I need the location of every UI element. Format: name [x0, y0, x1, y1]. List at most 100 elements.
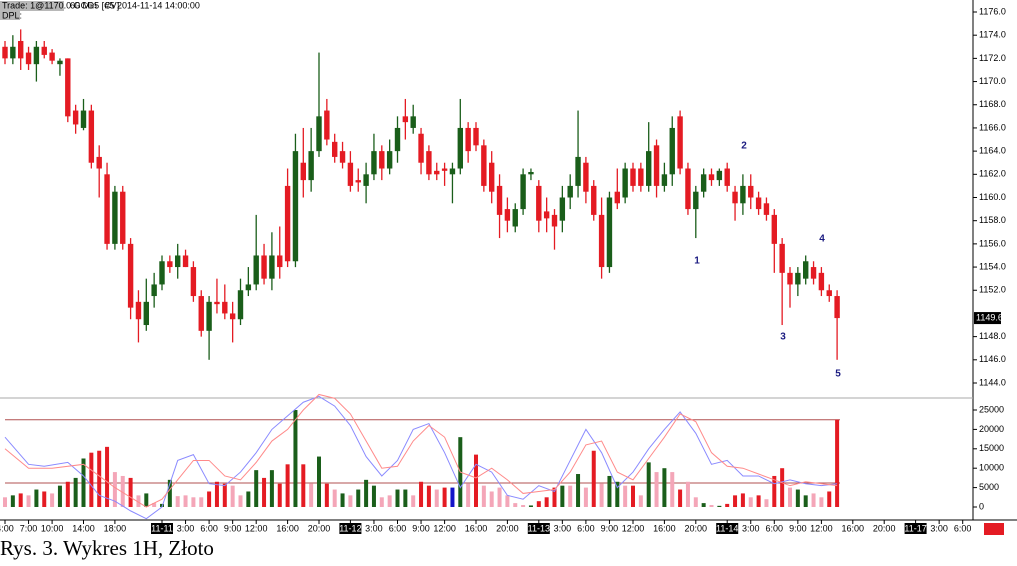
- volume-bar: [309, 483, 314, 507]
- candle-body: [803, 261, 809, 279]
- volume-bar: [528, 505, 533, 507]
- y-tick-label: 1148.0: [979, 331, 1006, 341]
- volume-bar: [631, 485, 635, 507]
- volume-bar: [379, 497, 384, 507]
- volume-bar: [638, 495, 643, 507]
- y-tick-label: 1144.0: [979, 377, 1006, 387]
- candle-body: [363, 174, 369, 186]
- candle-body: [104, 174, 110, 244]
- volume-bar: [442, 487, 447, 507]
- candle-body: [175, 255, 181, 268]
- candle-body: [214, 301, 220, 305]
- candle-body: [159, 261, 165, 285]
- x-tick-label: 6:00: [389, 523, 407, 533]
- candle-body: [65, 58, 71, 117]
- volume-bar: [717, 505, 722, 507]
- candle-body: [371, 151, 377, 175]
- volume-bar: [73, 477, 78, 507]
- candle-body: [33, 46, 40, 65]
- candle-body: [198, 296, 204, 331]
- candle-body: [606, 197, 613, 268]
- candle-body: [481, 145, 487, 186]
- volume-bar: [560, 485, 565, 507]
- last-price-box: [974, 312, 1001, 325]
- x-tick-label: 10:00: [41, 523, 64, 533]
- date-box: [151, 523, 173, 534]
- candle-body: [779, 243, 785, 273]
- candle-body: [465, 127, 471, 152]
- volume-bar: [42, 491, 47, 507]
- x-tick-label: 20:00: [308, 523, 331, 533]
- x-tick-label: 11-14: [716, 523, 738, 533]
- candle-body: [716, 170, 723, 181]
- x-tick-label: 7:00: [20, 523, 38, 533]
- x-tick-label: 3:00: [554, 523, 572, 533]
- y-tick-label: 1152.0: [979, 285, 1006, 295]
- volume-bar: [167, 479, 172, 507]
- candle-body: [763, 203, 770, 215]
- volume-bar: [772, 475, 777, 507]
- x-tick-label: 16:00: [276, 523, 299, 533]
- volume-bar: [835, 419, 840, 507]
- volume-bar: [10, 495, 15, 507]
- volume-bar: [254, 470, 259, 507]
- volume-bar: [57, 485, 62, 507]
- x-tick-label: 11-13: [528, 523, 550, 533]
- volume-bar: [709, 505, 714, 507]
- x-tick-label: 9:00: [601, 523, 619, 533]
- candle-body: [418, 133, 424, 163]
- wave-label: 2: [741, 141, 747, 152]
- candle-body: [693, 191, 699, 210]
- volume-bar: [277, 483, 282, 507]
- volume-bar: [144, 493, 149, 507]
- volume-bar: [678, 489, 683, 507]
- volume-bar: [685, 481, 690, 507]
- candle-body: [724, 168, 730, 186]
- x-tick-label: 20:00: [685, 523, 708, 533]
- date-box: [527, 523, 550, 534]
- y-tick-label: 1168.0: [979, 99, 1006, 109]
- y-tick-label: 1162.0: [979, 169, 1006, 179]
- candle-body: [426, 151, 432, 175]
- volume-bar: [803, 495, 808, 507]
- candle-body: [182, 255, 189, 268]
- candle-body: [622, 168, 628, 198]
- x-tick-label: 11-11: [151, 523, 173, 533]
- candle-body: [528, 171, 534, 175]
- candle-body: [120, 191, 126, 244]
- volume-bar: [371, 485, 376, 507]
- y-tick-label: 1146.0: [979, 354, 1006, 364]
- volume-bar: [474, 454, 478, 507]
- x-tick-label: 9:00: [412, 523, 430, 533]
- volume-bar: [246, 491, 251, 507]
- volume-bar: [387, 495, 392, 507]
- x-tick-label: 12:00: [622, 523, 645, 533]
- candle-body: [559, 197, 566, 221]
- x-tick-label: 20:00: [873, 523, 896, 533]
- volume-bar: [105, 446, 110, 507]
- wave-label: 1: [694, 256, 700, 267]
- candle-body: [591, 185, 597, 215]
- volume-bar: [481, 485, 486, 507]
- volume-bar: [340, 493, 345, 507]
- candle-body: [795, 272, 801, 285]
- candle-body: [646, 151, 652, 186]
- volume-bar: [364, 479, 369, 507]
- volume-bar: [701, 503, 706, 507]
- wave-label: 4: [819, 234, 825, 245]
- volume-bar: [646, 462, 651, 507]
- header-box: [0, 1, 64, 11]
- volume-bar: [112, 472, 117, 507]
- volume-bar: [756, 495, 761, 507]
- candle-body: [434, 170, 440, 175]
- volume-bar: [513, 503, 518, 507]
- wave-label: 5: [835, 369, 841, 380]
- candle-body: [512, 209, 518, 227]
- x-tick-label: 12:00: [810, 523, 833, 533]
- volume-bar: [725, 503, 730, 507]
- volume-bar: [748, 497, 753, 507]
- candle-body: [41, 46, 47, 55]
- volume-bar: [18, 493, 23, 507]
